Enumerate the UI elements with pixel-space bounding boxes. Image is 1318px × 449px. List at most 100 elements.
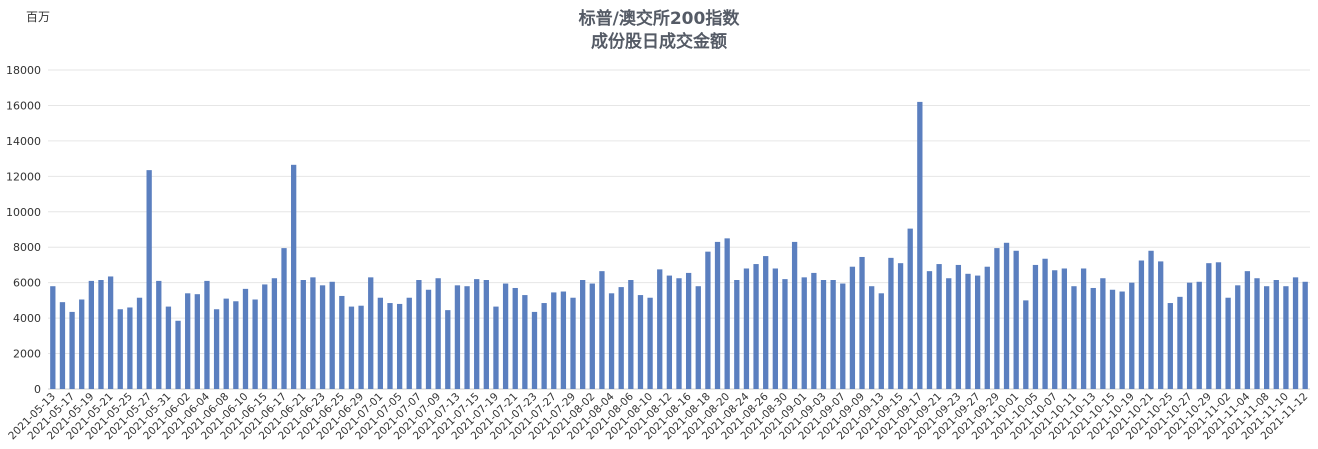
bar <box>946 278 952 389</box>
bar <box>984 266 990 389</box>
chart-subtitle: 成份股日成交金额 <box>591 32 727 52</box>
bar <box>724 238 730 389</box>
bar <box>1167 303 1173 389</box>
bar <box>791 241 798 389</box>
bar <box>368 277 374 389</box>
bar <box>695 286 701 389</box>
bar <box>849 266 856 389</box>
bar <box>252 299 258 389</box>
bar <box>907 228 913 389</box>
bar <box>753 264 759 389</box>
bar <box>1052 270 1058 389</box>
bar <box>570 297 576 389</box>
bar <box>1080 268 1087 389</box>
bar <box>580 280 586 389</box>
bar <box>1273 280 1279 389</box>
bar <box>1138 260 1145 389</box>
bar <box>194 294 200 389</box>
bar <box>136 297 143 389</box>
bar <box>387 303 393 389</box>
bar <box>840 283 846 389</box>
bar <box>69 311 75 389</box>
bar <box>743 268 750 389</box>
bar <box>425 289 432 389</box>
bar <box>589 283 595 389</box>
bar <box>1100 278 1106 389</box>
bar <box>59 302 66 389</box>
bar <box>233 301 239 389</box>
bar <box>1196 281 1202 389</box>
bar <box>454 285 461 389</box>
bar <box>763 256 769 389</box>
bar <box>483 280 489 389</box>
chart-title: 标普/澳交所200指数 <box>578 9 740 29</box>
y-tick-label: 2000 <box>13 348 41 361</box>
bar <box>888 257 894 389</box>
bar <box>300 280 306 389</box>
bar <box>637 295 644 389</box>
bar <box>1177 296 1183 389</box>
y-tick-label: 4000 <box>13 312 41 325</box>
bar <box>772 268 778 389</box>
bar <box>339 295 345 389</box>
bar <box>156 280 162 389</box>
y-tick-label: 12000 <box>6 170 41 183</box>
bar <box>146 170 152 389</box>
bar <box>1119 291 1125 389</box>
bar <box>1023 300 1029 389</box>
bar <box>897 263 904 389</box>
bar <box>223 298 229 389</box>
bar <box>107 276 114 389</box>
bar <box>560 291 567 389</box>
bar <box>859 256 865 389</box>
bar <box>1158 261 1164 389</box>
bar <box>1225 297 1231 389</box>
bar <box>628 280 634 389</box>
bar <box>705 251 711 389</box>
bar <box>801 277 807 389</box>
bar <box>262 284 268 389</box>
bar <box>117 309 123 389</box>
bar <box>127 307 133 389</box>
bar <box>522 295 528 389</box>
bar <box>1302 281 1308 389</box>
y-tick-label: 14000 <box>6 135 41 148</box>
bar <box>647 297 653 389</box>
bar <box>512 287 518 389</box>
bar <box>1263 286 1270 389</box>
bar <box>213 309 220 389</box>
bar <box>175 320 181 389</box>
bar <box>1032 264 1039 389</box>
bar <box>406 297 412 389</box>
bar <box>1235 285 1241 389</box>
bar <box>474 279 480 389</box>
y-tick-label: 18000 <box>6 64 41 77</box>
bar <box>396 303 403 389</box>
bar <box>965 273 971 389</box>
bar <box>358 305 364 389</box>
bar <box>1013 250 1019 389</box>
bar <box>878 293 884 389</box>
bar <box>281 248 287 389</box>
y-tick-label: 0 <box>34 383 41 396</box>
bar <box>551 292 557 389</box>
bar <box>1254 278 1260 389</box>
bar <box>734 280 740 389</box>
bar <box>1090 287 1096 389</box>
bar <box>50 286 56 389</box>
bar <box>1292 277 1299 389</box>
bar <box>88 280 95 389</box>
bar <box>1109 289 1116 389</box>
bar <box>541 303 547 389</box>
bar <box>319 285 326 389</box>
bar <box>1206 263 1212 389</box>
bar <box>531 311 538 389</box>
bar <box>1283 286 1289 389</box>
bar <box>974 275 981 389</box>
bar <box>79 299 85 389</box>
bar <box>204 280 210 389</box>
bar <box>348 306 355 389</box>
bar <box>493 306 499 389</box>
bar <box>1071 286 1077 389</box>
